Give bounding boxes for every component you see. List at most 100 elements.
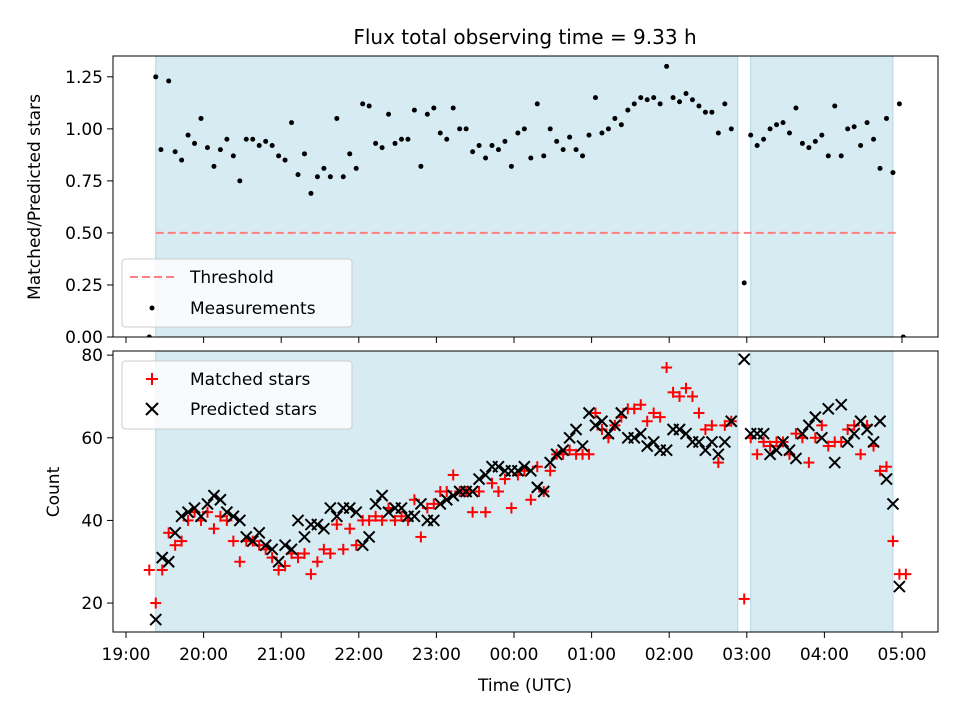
y-tick-label: 40 (81, 511, 103, 531)
legend-matched-label: Matched stars (190, 370, 310, 390)
measurement-point (819, 132, 825, 138)
matched-star-point (298, 547, 310, 559)
matched-star-point (227, 535, 239, 547)
predicted-star-point (835, 398, 848, 411)
measurement-point (204, 145, 210, 151)
measurement-point (463, 126, 469, 132)
predicted-star-point (641, 439, 654, 453)
measurement-point (825, 153, 831, 159)
x-tick-label: 00:00 (490, 645, 539, 665)
measurement-point (761, 136, 767, 142)
measurement-point (515, 130, 521, 136)
measurement-point (618, 122, 624, 128)
y-tick-label: 20 (81, 594, 103, 614)
measurement-point (250, 136, 256, 142)
matched-star-point (712, 457, 724, 469)
matched-star-point (686, 390, 698, 402)
predicted-star-point (556, 443, 570, 457)
measurement-point (366, 103, 372, 109)
predicted-star-point (466, 485, 479, 498)
measurement-point (547, 126, 553, 132)
predicted-star-point (576, 439, 589, 453)
predicted-star-point (492, 460, 505, 473)
matched-star-point (467, 506, 479, 518)
measurement-point (179, 157, 185, 163)
predicted-star-point (712, 448, 725, 461)
matched-star-point (363, 514, 375, 526)
matched-star-point (486, 477, 498, 489)
measurement-point (722, 101, 728, 107)
measurement-point (405, 136, 411, 142)
matched-star-point (803, 457, 815, 469)
measurement-point (321, 165, 327, 171)
measurement-point (230, 153, 236, 159)
count-legend-box (121, 360, 353, 430)
measurement-point (289, 120, 295, 126)
measurement-point (567, 134, 573, 140)
measurement-point (586, 132, 592, 138)
predicted-star-point (362, 530, 376, 544)
matched-star-point (822, 440, 834, 452)
predicted-star-point (860, 423, 874, 436)
measurement-point (424, 111, 430, 117)
predicted-star-point (763, 448, 777, 461)
matched-star-point (699, 424, 711, 436)
predicted-star-point (356, 539, 369, 552)
measurement-point (657, 101, 663, 107)
matched-star-point (544, 465, 556, 477)
measurement-point (314, 174, 320, 180)
predicted-star-point (828, 456, 841, 469)
count-x-ticks: 19:00 20:00 21:00 22:00 23:00 00:00 01:00 02:00… (102, 632, 927, 665)
x-tick-label: 21:00 (257, 645, 306, 665)
predicted-star-point (253, 526, 266, 540)
matched-star-point (150, 597, 162, 609)
predicted-star-point (220, 505, 234, 519)
predicted-star-point (414, 497, 428, 511)
matched-star-point (480, 506, 492, 518)
matched-star-point (680, 382, 692, 394)
measurement-point (683, 90, 689, 96)
measurement-point (806, 145, 812, 151)
measurement-point (185, 132, 191, 138)
measurement-point (211, 163, 217, 169)
matched-star-point (492, 486, 504, 497)
measurement-point (153, 74, 159, 80)
matched-star-point (156, 564, 168, 576)
measurement-point (431, 105, 437, 111)
predicted-star-point (207, 489, 221, 502)
matched-star-point (305, 568, 317, 580)
predicted-star-point (272, 555, 285, 568)
x-tick-label: 02:00 (645, 645, 694, 665)
matched-star-point (370, 510, 382, 522)
matched-star-point (350, 539, 362, 551)
measurement-point (418, 163, 424, 169)
predicted-star-point (796, 427, 809, 440)
predicted-star-point (809, 410, 822, 424)
measurement-point (528, 155, 534, 161)
matched-star-point (693, 407, 705, 419)
predicted-star-point (246, 534, 259, 548)
x-tick-label: 01:00 (567, 645, 616, 665)
y-tick-label: 0.50 (65, 224, 103, 244)
predicted-star-point (783, 443, 796, 457)
predicted-star-point (770, 443, 783, 457)
ratio-legend: Threshold Measurements (121, 258, 353, 328)
observing-span (750, 350, 894, 633)
predicted-star-point (427, 514, 441, 527)
matched-star-point (674, 390, 686, 402)
measurement-point (664, 63, 670, 69)
x-tick-label: 23:00 (412, 645, 461, 665)
matched-star-point (628, 403, 640, 415)
measurement-point (799, 140, 805, 146)
matched-star-point (273, 564, 285, 576)
matched-star-point (809, 432, 821, 444)
predicted-star-point (718, 435, 732, 449)
predicted-star-point (589, 419, 602, 432)
count-points (143, 353, 912, 626)
predicted-star-point (408, 510, 421, 523)
matched-star-point (389, 514, 401, 526)
matched-star-point (311, 556, 323, 568)
predicted-star-point (168, 526, 182, 540)
predicted-star-point (893, 580, 906, 593)
